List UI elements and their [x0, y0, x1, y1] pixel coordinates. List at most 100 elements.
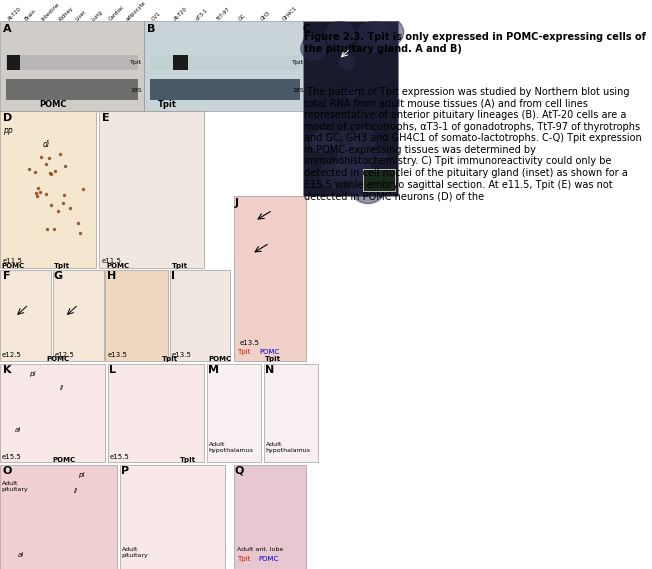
- Text: al: al: [18, 552, 24, 558]
- Text: POMC: POMC: [46, 356, 69, 362]
- Bar: [0, 364, 105, 462]
- Circle shape: [352, 159, 366, 171]
- Text: Adult
pituitary: Adult pituitary: [122, 547, 149, 558]
- Text: pl: pl: [29, 370, 35, 377]
- Text: D: D: [3, 113, 12, 122]
- Bar: [207, 364, 261, 462]
- Text: Tpit: Tpit: [265, 356, 281, 362]
- Text: il: il: [74, 488, 78, 494]
- Bar: [170, 270, 230, 361]
- Text: N: N: [265, 365, 274, 374]
- Bar: [6, 55, 138, 71]
- Text: POMC: POMC: [208, 356, 231, 362]
- Circle shape: [320, 162, 348, 188]
- Bar: [303, 21, 398, 196]
- Circle shape: [303, 34, 319, 49]
- Text: At-T20: At-T20: [173, 7, 188, 22]
- Text: Adult
hypothalamus: Adult hypothalamus: [209, 443, 254, 453]
- Circle shape: [357, 21, 391, 52]
- Text: Tpit: Tpit: [54, 263, 70, 269]
- Text: e13.5: e13.5: [172, 352, 192, 358]
- Circle shape: [340, 55, 354, 69]
- Bar: [6, 79, 138, 101]
- Bar: [144, 21, 306, 112]
- Text: POMC: POMC: [1, 263, 24, 269]
- Bar: [0, 270, 51, 361]
- Text: Q: Q: [235, 466, 244, 476]
- Text: di: di: [43, 140, 50, 149]
- Text: e11.5: e11.5: [102, 258, 122, 264]
- Text: Adult
pituitary: Adult pituitary: [2, 481, 29, 492]
- Text: POMC: POMC: [53, 457, 76, 463]
- Text: F: F: [3, 271, 10, 282]
- Bar: [120, 465, 225, 569]
- Text: POMC: POMC: [259, 556, 279, 562]
- Bar: [173, 55, 188, 71]
- Text: E: E: [102, 113, 110, 122]
- Text: B: B: [147, 24, 155, 34]
- Text: Intestine: Intestine: [41, 2, 61, 22]
- Text: Figure 2.3. Tpit is only expressed in POMC-expressing cells of the pituitary gla: Figure 2.3. Tpit is only expressed in PO…: [304, 32, 646, 53]
- Text: O: O: [3, 466, 12, 476]
- Text: A: A: [3, 24, 12, 34]
- Text: al: al: [15, 427, 22, 433]
- Text: il: il: [60, 385, 64, 391]
- Text: CV1: CV1: [151, 11, 162, 22]
- Text: The pattern of Tpit expression was studied by Northern blot using total RNA from: The pattern of Tpit expression was studi…: [304, 87, 642, 201]
- Text: Kidney: Kidney: [58, 6, 74, 22]
- Circle shape: [350, 171, 385, 204]
- Bar: [0, 465, 117, 569]
- Text: Tpit: Tpit: [171, 263, 188, 269]
- Text: pp: pp: [3, 126, 13, 135]
- Circle shape: [301, 37, 326, 60]
- Text: Cardiac: Cardiac: [108, 5, 126, 22]
- Text: Brain: Brain: [24, 9, 37, 22]
- Text: 18S: 18S: [292, 88, 304, 93]
- Text: L: L: [109, 365, 116, 374]
- Text: GH3: GH3: [260, 11, 271, 22]
- Circle shape: [346, 89, 357, 98]
- Bar: [150, 55, 300, 71]
- Text: e15.5: e15.5: [110, 454, 129, 460]
- Text: e13.5: e13.5: [240, 340, 259, 347]
- Bar: [0, 21, 144, 112]
- Bar: [99, 112, 203, 267]
- Circle shape: [373, 18, 404, 46]
- Text: e15.5: e15.5: [2, 454, 22, 460]
- Text: POMC: POMC: [259, 349, 280, 354]
- Bar: [150, 79, 300, 101]
- Text: M: M: [208, 365, 219, 374]
- Text: Adult
hypothalamus: Adult hypothalamus: [265, 443, 310, 453]
- Text: POMC: POMC: [107, 263, 130, 269]
- Text: TtT-97: TtT-97: [216, 7, 232, 22]
- Text: At-T20: At-T20: [7, 7, 23, 22]
- Text: H: H: [107, 271, 116, 282]
- Circle shape: [312, 130, 336, 151]
- Bar: [108, 364, 203, 462]
- Text: adipocyte: adipocyte: [125, 0, 147, 22]
- Text: I: I: [171, 271, 175, 282]
- Circle shape: [337, 145, 372, 176]
- Text: J: J: [235, 198, 239, 208]
- Circle shape: [311, 134, 330, 152]
- Bar: [53, 270, 104, 361]
- Circle shape: [325, 22, 355, 48]
- Text: e11.5: e11.5: [3, 258, 23, 264]
- Text: 18S: 18S: [130, 88, 142, 93]
- Bar: [7, 55, 20, 71]
- Bar: [363, 169, 396, 191]
- Bar: [106, 270, 168, 361]
- Text: GC: GC: [239, 13, 247, 22]
- Text: Tpit: Tpit: [291, 60, 304, 65]
- Circle shape: [354, 158, 365, 168]
- Circle shape: [334, 160, 357, 181]
- Text: Liver: Liver: [74, 10, 87, 22]
- Bar: [263, 364, 318, 462]
- Text: e12.5: e12.5: [2, 352, 22, 358]
- Bar: [0, 112, 96, 267]
- Text: K: K: [3, 365, 12, 374]
- Text: POMC: POMC: [39, 100, 67, 109]
- Text: e12.5: e12.5: [55, 352, 74, 358]
- Text: pl: pl: [78, 472, 84, 478]
- Circle shape: [371, 150, 385, 163]
